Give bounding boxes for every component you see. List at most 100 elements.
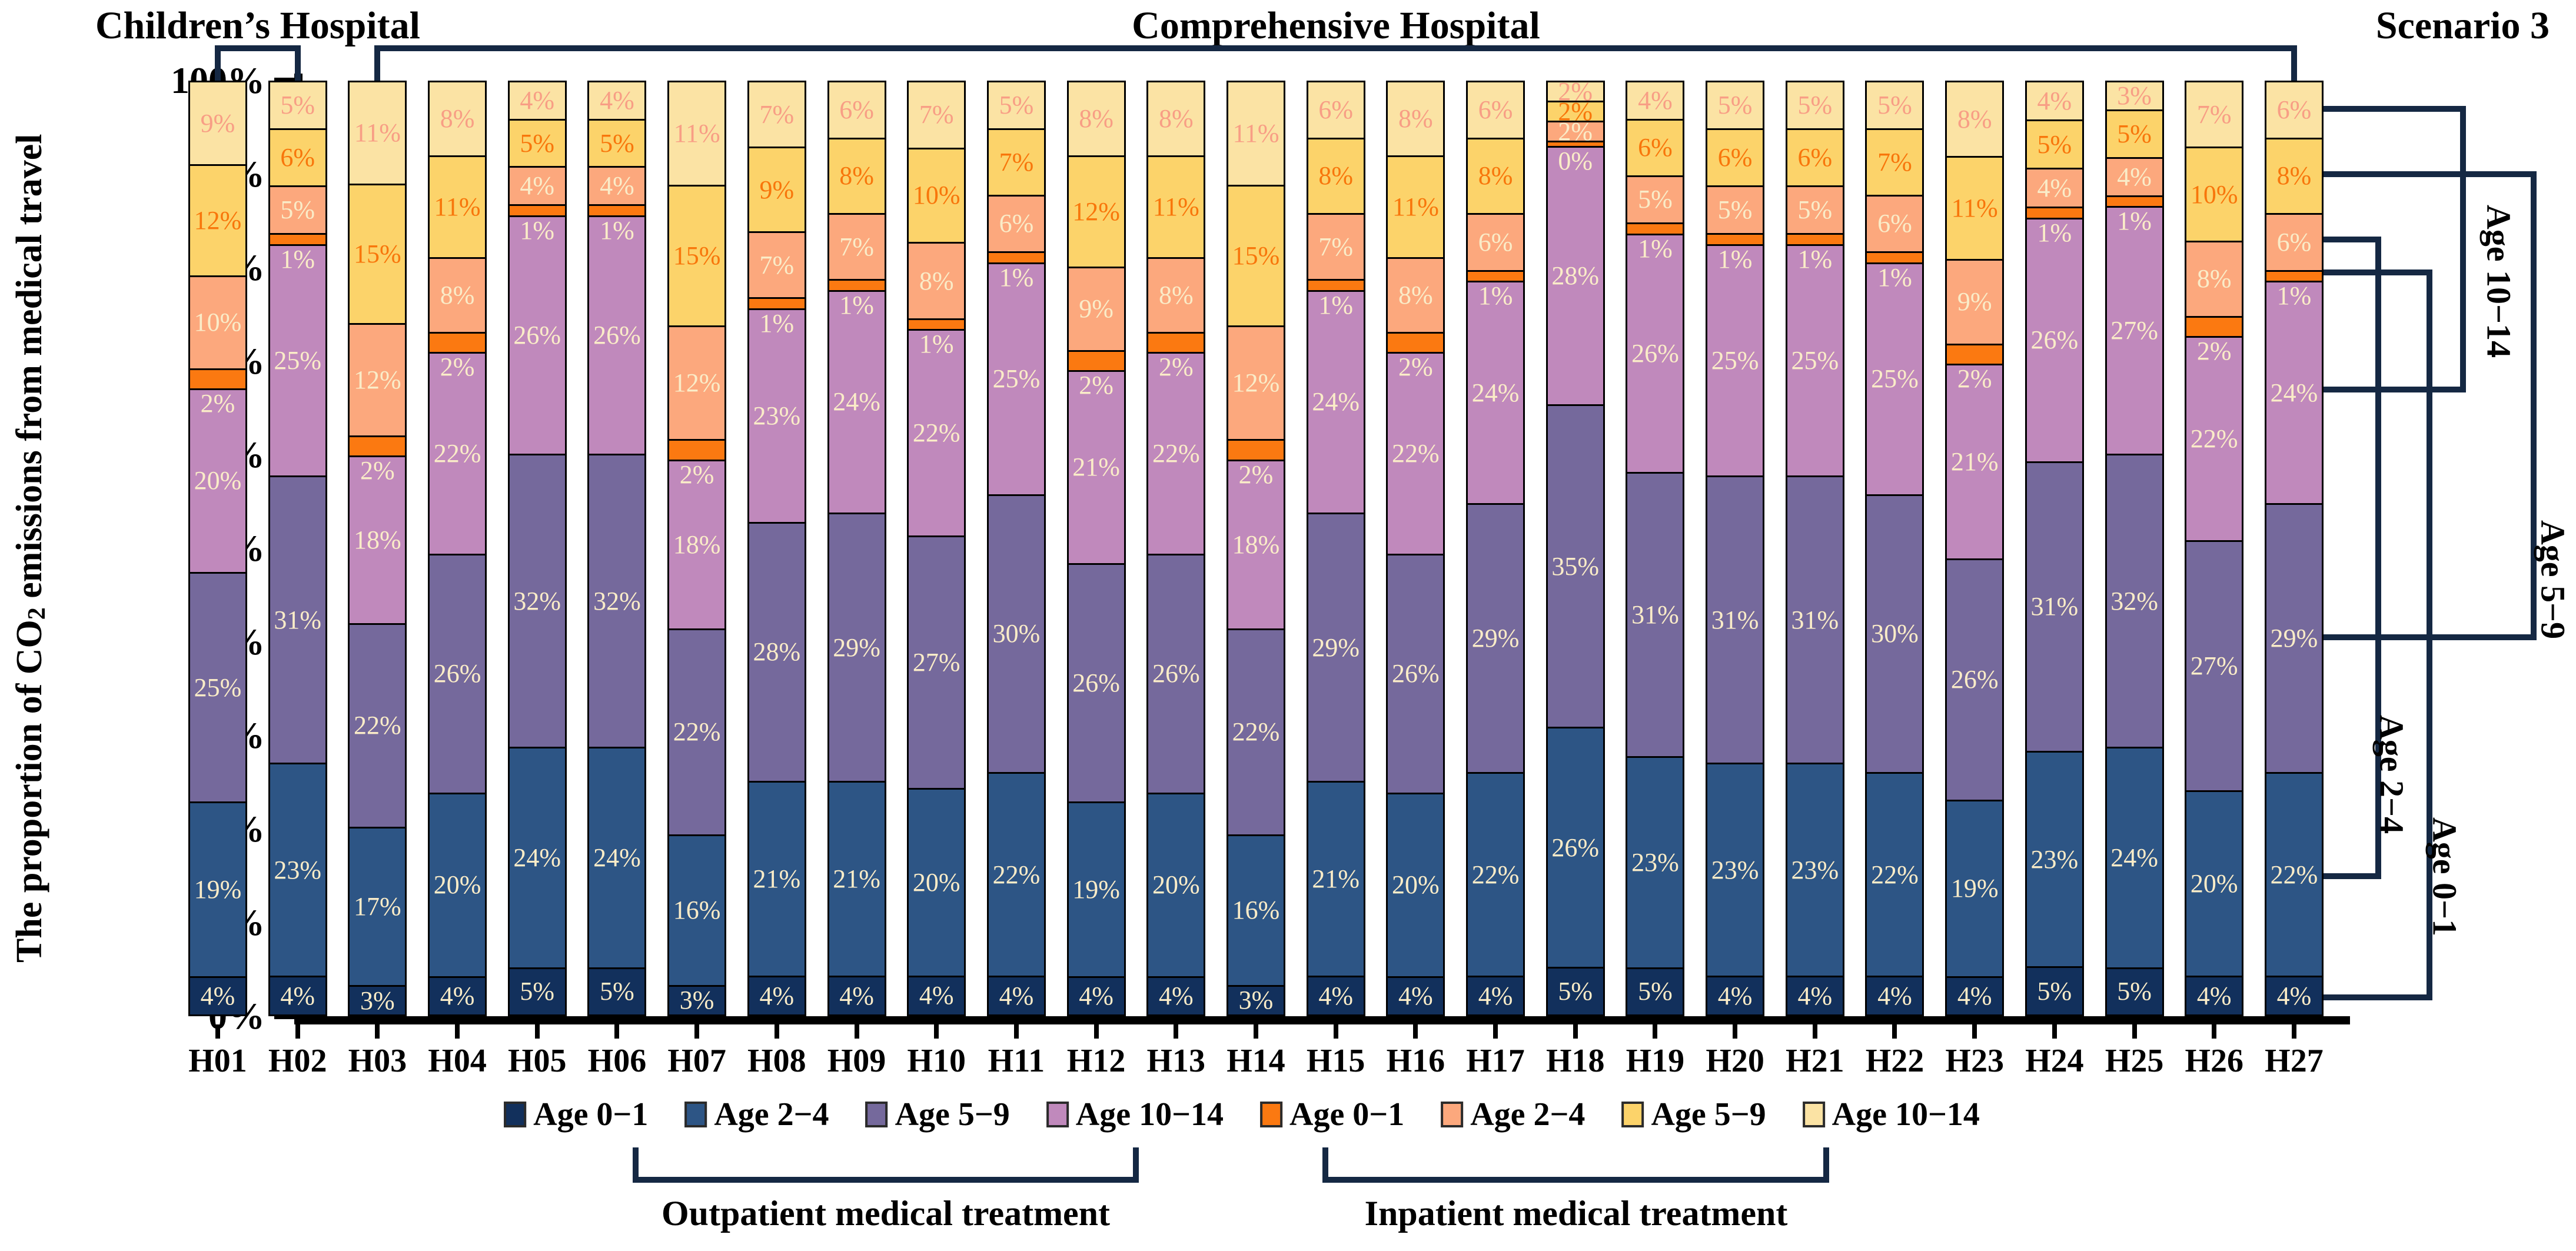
bar-segment-H18-outpatient-Age10−14: 28%: [1545, 146, 1605, 407]
segment-value-label: 24%: [593, 843, 641, 872]
bar-segment-H01-outpatient-Age2−4: 19%: [188, 801, 247, 979]
segment-value-label: 2%: [360, 456, 395, 485]
segment-value-label: 22%: [2190, 424, 2238, 453]
bar-segment-H13-inpatient-Age10−14: 8%: [1146, 81, 1206, 157]
bar-segment-H08-inpatient-Age5−9: 9%: [747, 147, 806, 234]
bar-segment-H27-outpatient-Age2−4: 22%: [2264, 771, 2324, 978]
segment-value-label: 5%: [280, 195, 315, 225]
segment-value-label: 29%: [1312, 633, 1360, 662]
segment-value-label: 2%: [1238, 460, 1274, 489]
bar-H14: 11% 15% 12% 2% 18% 22% 16% 3%: [1226, 81, 1285, 1016]
bar-segment-H26-inpatient-Age5−9: 10%: [2185, 147, 2244, 242]
segment-value-label: 6%: [1478, 95, 1513, 124]
bar-H22: 5% 7% 6% 1% 25% 30% 22% 4%: [1865, 81, 1924, 1016]
segment-value-label: 15%: [673, 241, 721, 271]
bar-segment-H01-inpatient-Age10−14: 9%: [188, 81, 247, 167]
segment-value-label: 9%: [1957, 287, 1992, 317]
segment-value-label: 7%: [999, 147, 1034, 177]
bar-segment-H03-outpatient-Age2−4: 17%: [348, 827, 407, 987]
bar-segment-H13-outpatient-Age0−1: 4%: [1146, 976, 1206, 1016]
segment-value-label: 21%: [1072, 453, 1120, 482]
bar-segment-H04-outpatient-Age0−1: 4%: [428, 976, 487, 1016]
bar-segment-H17-inpatient-Age2−4: 6%: [1466, 212, 1525, 272]
bar-segment-H20-outpatient-Age2−4: 23%: [1706, 763, 1765, 978]
bar-segment-H17-outpatient-Age5−9: 29%: [1466, 503, 1525, 774]
segment-value-label: 20%: [912, 867, 960, 897]
bar-H06: 4% 5% 4% 1% 26% 32% 24% 5%: [587, 81, 647, 1016]
bar-segment-H20-outpatient-Age10−14: 25%: [1706, 244, 1765, 478]
segment-value-label: 5%: [1717, 91, 1753, 120]
bar-segment-H06-outpatient-Age5−9: 32%: [587, 454, 647, 749]
bar-segment-H14-inpatient-Age2−4: 12%: [1226, 325, 1285, 441]
segment-value-label: 21%: [753, 864, 801, 894]
bar-segment-H23-inpatient-Age0−1: 2%: [1945, 343, 2005, 391]
segment-value-label: 22%: [1871, 860, 1919, 889]
segment-value-label: 5%: [999, 91, 1034, 120]
segment-value-label: 18%: [673, 530, 721, 559]
segment-value-label: 23%: [1631, 847, 1679, 877]
bar-H08: 7% 9% 7% 1% 23% 28% 21% 4%: [747, 81, 806, 1016]
segment-value-label: 22%: [1471, 860, 1520, 889]
x-tick: [1493, 1024, 1498, 1039]
age-bracket-label: Age 2−4: [2372, 714, 2411, 834]
bar-segment-H16-outpatient-Age2−4: 20%: [1386, 792, 1445, 979]
segment-value-label: 26%: [2030, 325, 2079, 355]
segment-value-label: 8%: [1158, 104, 1194, 133]
segment-value-label: 23%: [753, 401, 801, 430]
bar-segment-H12-outpatient-Age0−1: 4%: [1066, 976, 1126, 1017]
x-tick-label: H17: [1466, 1043, 1525, 1079]
bar-segment-H17-outpatient-Age10−14: 24%: [1466, 281, 1525, 505]
segment-value-label: 20%: [433, 870, 481, 900]
x-tick: [1812, 1024, 1817, 1039]
segment-value-label: 4%: [520, 85, 555, 115]
x-tick: [694, 1024, 700, 1039]
bar-segment-H21-inpatient-Age0−1: 1%: [1785, 233, 1844, 272]
segment-value-label: 22%: [2270, 860, 2318, 889]
segment-value-label: 27%: [912, 647, 960, 677]
bar-segment-H05-inpatient-Age0−1: 1%: [507, 204, 567, 243]
segment-value-label: 12%: [354, 365, 401, 395]
bar-segment-H01-outpatient-Age5−9: 25%: [188, 572, 247, 804]
segment-value-label: 8%: [1478, 161, 1513, 191]
bar-segment-H14-outpatient-Age10−14: 18%: [1226, 459, 1285, 630]
bar-H03: 11% 15% 12% 2% 18% 22% 17% 3%: [348, 81, 407, 1017]
bar-segment-H01-inpatient-Age0−1: 2%: [188, 368, 247, 416]
bar-segment-H04-outpatient-Age10−14: 22%: [428, 351, 487, 556]
legend-label: Age 2−4: [1470, 1096, 1586, 1133]
legend-item-inpatient-Age5−9: Age 5−9: [1621, 1096, 1766, 1133]
segment-value-label: 8%: [440, 104, 475, 133]
segment-value-label: 5%: [2037, 976, 2072, 1006]
bar-segment-H13-inpatient-Age2−4: 8%: [1146, 257, 1206, 334]
segment-value-label: 5%: [1877, 91, 1912, 120]
x-tick: [1653, 1024, 1658, 1039]
x-tick-label: H14: [1226, 1043, 1285, 1079]
segment-value-label: 4%: [919, 981, 954, 1010]
legend-swatch: [1621, 1102, 1644, 1127]
bar-segment-H25-inpatient-Age5−9: 5%: [2105, 109, 2164, 159]
segment-value-label: 6%: [280, 143, 315, 172]
bar-segment-H18-inpatient-Age2−4: 2%: [1545, 118, 1605, 144]
x-tick-label: H01: [188, 1043, 247, 1079]
bar-H04: 8% 11% 8% 2% 22% 26% 20% 4%: [428, 81, 487, 1016]
bar-segment-H22-inpatient-Age5−9: 7%: [1865, 128, 1924, 197]
bar-segment-H06-outpatient-Age10−14: 26%: [587, 215, 647, 456]
segment-value-label: 10%: [194, 308, 242, 337]
bar-segment-H04-outpatient-Age2−4: 20%: [428, 792, 487, 979]
bar-segment-H04-outpatient-Age5−9: 26%: [428, 554, 487, 794]
legend-item-inpatient-Age2−4: Age 2−4: [1441, 1096, 1585, 1133]
segment-value-label: 15%: [1232, 241, 1280, 271]
bar-segment-H17-inpatient-Age0−1: 1%: [1466, 270, 1525, 309]
x-tick-label: H25: [2105, 1043, 2164, 1079]
segment-value-label: 2%: [1398, 352, 1433, 381]
segment-value-label: 6%: [1478, 227, 1513, 257]
bar-segment-H19-inpatient-Age5−9: 6%: [1626, 118, 1685, 177]
bar-segment-H01-outpatient-Age0−1: 4%: [188, 976, 247, 1016]
segment-value-label: 5%: [600, 128, 634, 158]
segment-value-label: 23%: [1711, 855, 1759, 884]
x-tick-label: H19: [1626, 1043, 1685, 1079]
segment-value-label: 27%: [2190, 651, 2238, 680]
segment-value-label: 4%: [2276, 981, 2312, 1010]
bar-segment-H06-inpatient-Age2−4: 4%: [587, 166, 647, 207]
bar-segment-H01-inpatient-Age2−4: 10%: [188, 275, 247, 370]
x-tick: [534, 1024, 540, 1039]
